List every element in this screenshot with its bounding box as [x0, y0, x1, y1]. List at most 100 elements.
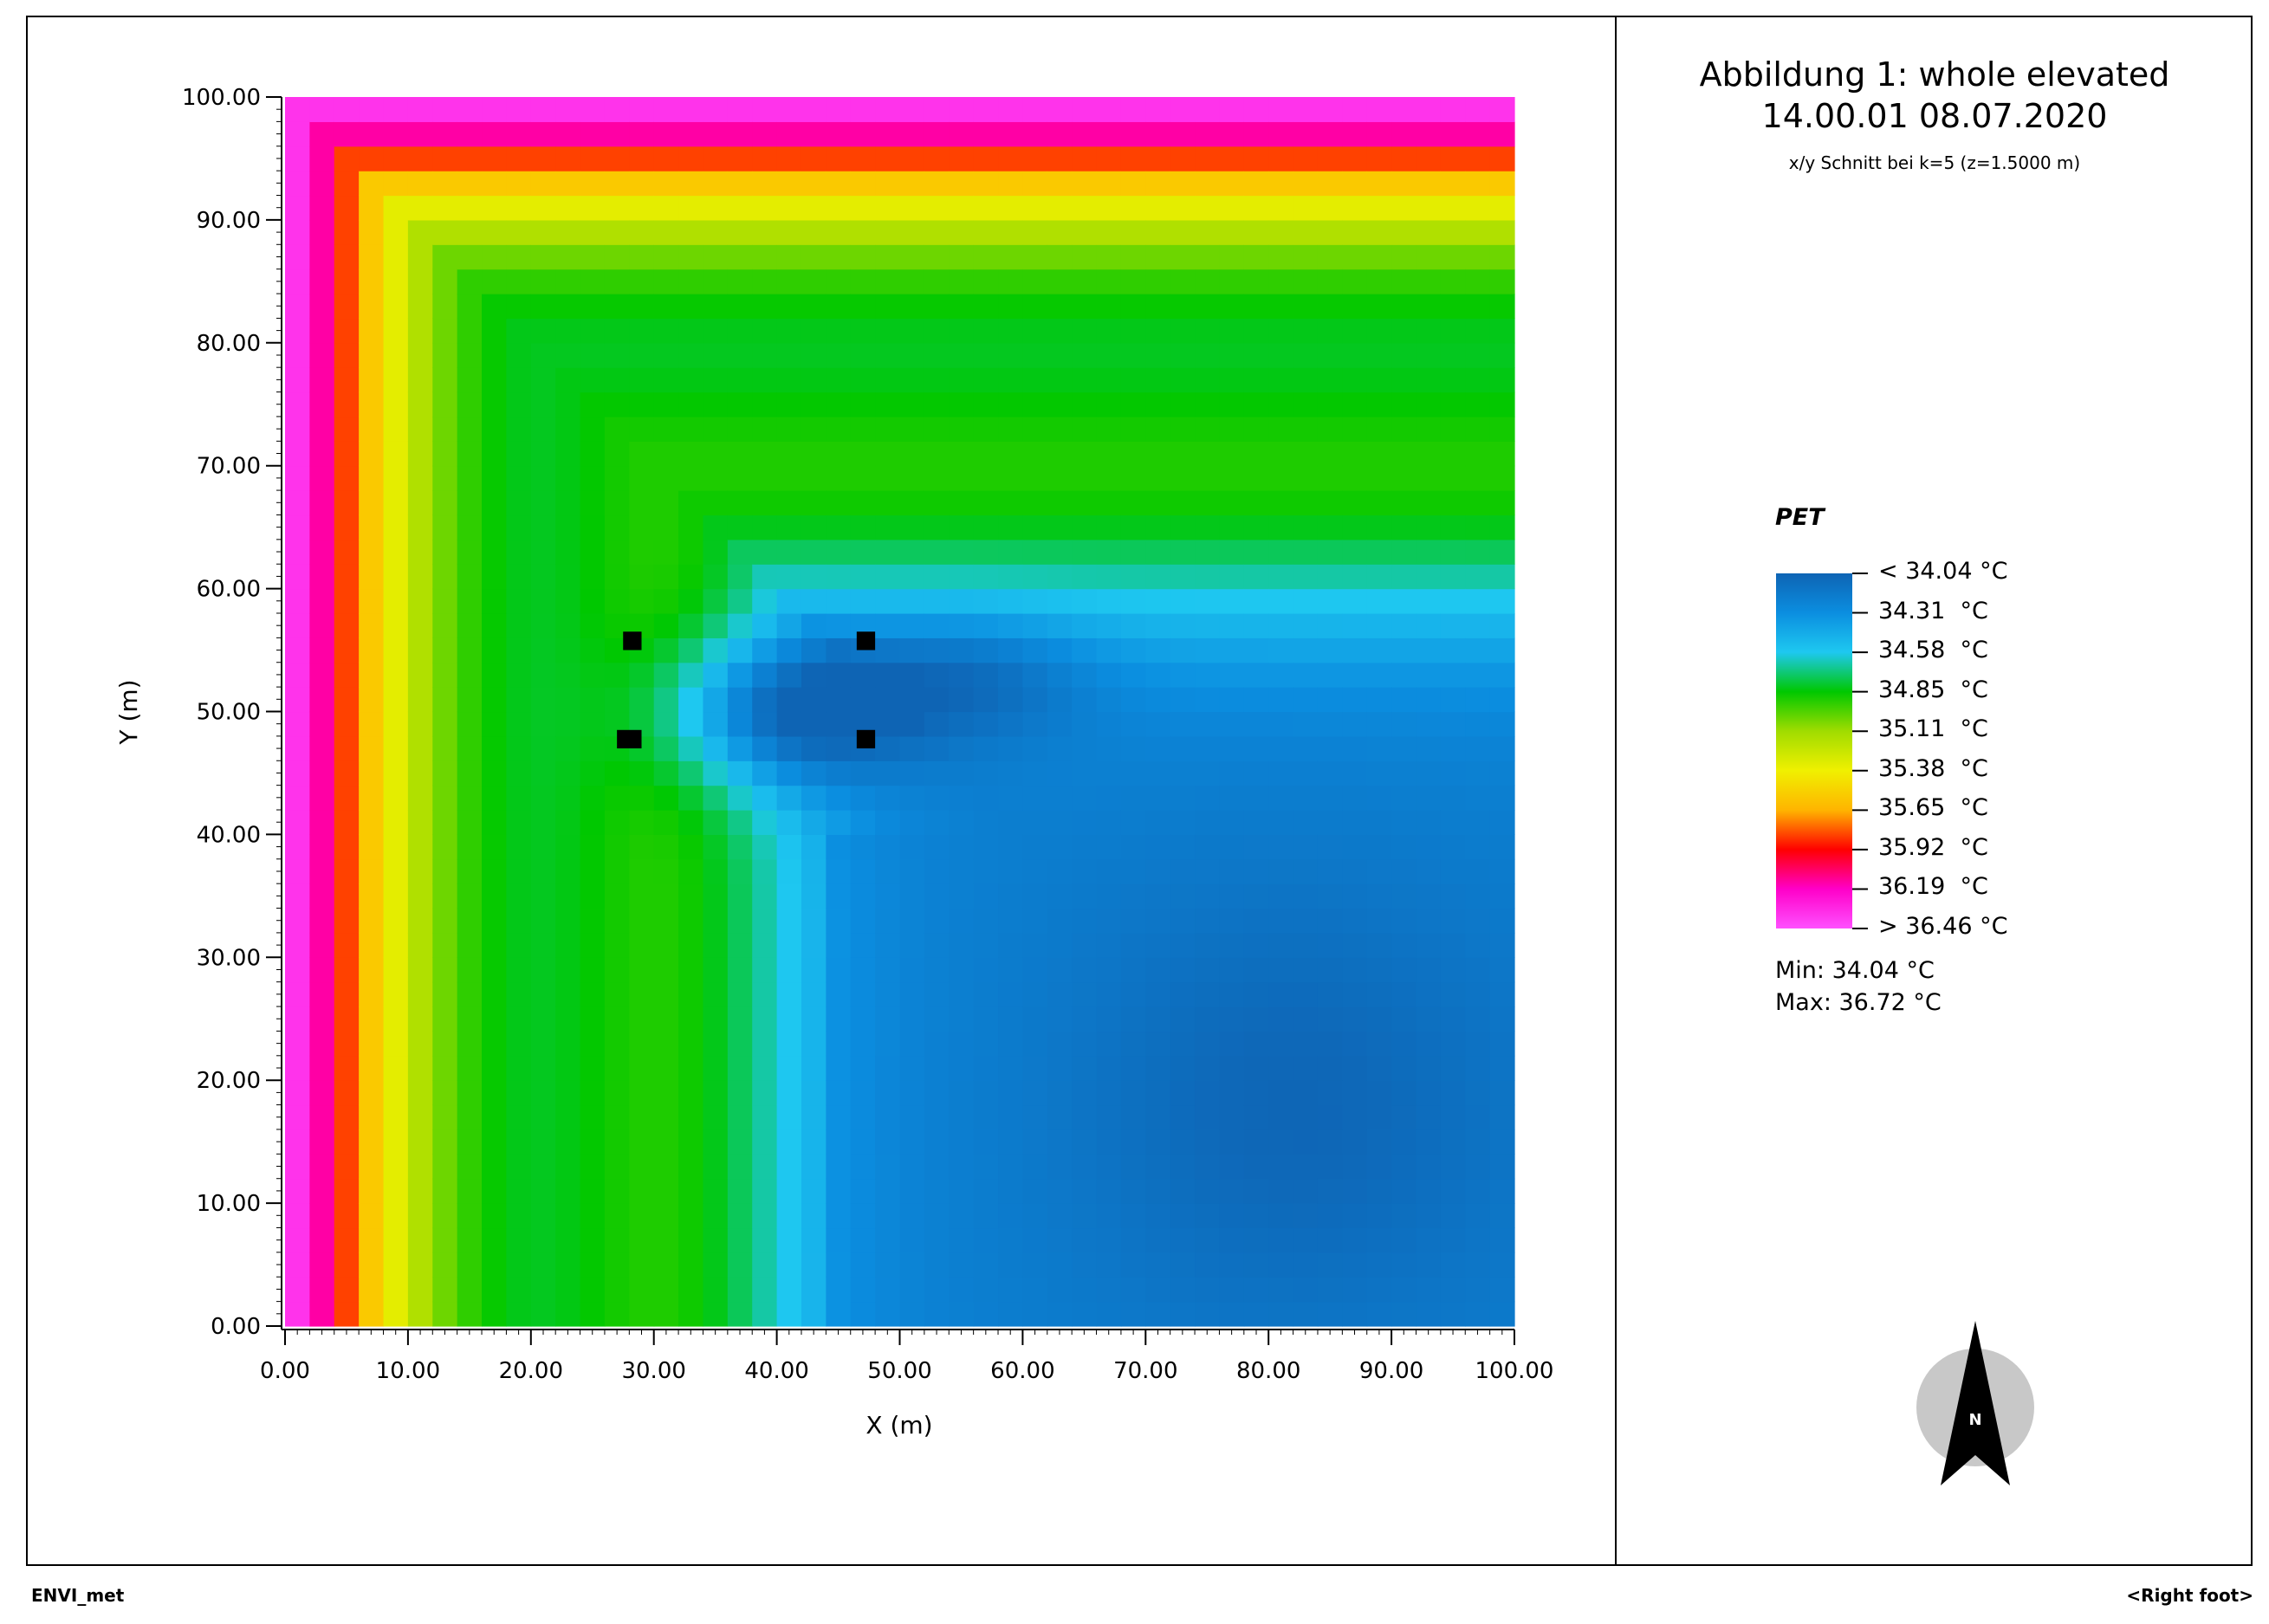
heatmap-cell	[580, 1227, 606, 1253]
heatmap-cell	[482, 269, 508, 294]
heatmap-cell	[1416, 490, 1442, 516]
heatmap-cell	[1366, 1203, 1392, 1229]
heatmap-cell	[1195, 637, 1221, 663]
heatmap-cell	[1047, 612, 1073, 638]
heatmap-cell	[924, 244, 950, 270]
heatmap-cell	[1072, 981, 1098, 1007]
heatmap-cell	[1391, 465, 1417, 491]
heatmap-cell	[506, 760, 532, 786]
heatmap-cell	[1243, 1227, 1269, 1253]
heatmap-cell	[752, 711, 778, 737]
heatmap-cell	[1342, 391, 1368, 417]
heatmap-cell	[482, 1080, 508, 1106]
heatmap-cell	[1489, 564, 1515, 590]
heatmap-cell	[1243, 760, 1269, 786]
heatmap-cell	[752, 1227, 778, 1253]
heatmap-cell	[1145, 1252, 1171, 1278]
heatmap-cell	[801, 932, 827, 958]
heatmap-cell	[973, 1203, 999, 1229]
heatmap-cell	[899, 637, 925, 663]
heatmap-cell	[1072, 244, 1098, 270]
heatmap-cell	[752, 612, 778, 638]
heatmap-cell	[949, 490, 975, 516]
heatmap-cell	[1416, 662, 1442, 688]
heatmap-cell	[1145, 612, 1171, 638]
heatmap-cell	[1120, 318, 1146, 344]
heatmap-cell	[629, 908, 655, 934]
heatmap-cell	[826, 1104, 852, 1130]
heatmap-cell	[752, 1104, 778, 1130]
heatmap-cell	[555, 97, 581, 122]
heatmap-cell	[1120, 441, 1146, 467]
heatmap-cell	[506, 97, 532, 122]
heatmap-cell	[604, 908, 630, 934]
heatmap-cell	[1489, 858, 1515, 884]
heatmap-cell	[1342, 834, 1368, 860]
heatmap-cell	[826, 883, 852, 909]
heatmap-cell	[1047, 588, 1073, 614]
heatmap-cell	[383, 244, 409, 270]
heatmap-cell	[653, 588, 679, 614]
heatmap-cell	[1391, 146, 1417, 171]
heatmap-cell	[482, 1301, 508, 1327]
heatmap-cell	[1293, 932, 1319, 958]
heatmap-cell	[973, 662, 999, 688]
heatmap-cell	[285, 269, 310, 294]
x-tick-label: 30.00	[621, 1358, 685, 1384]
heatmap-cell	[1195, 1080, 1221, 1106]
heatmap-cell	[1440, 195, 1466, 221]
heatmap-cell	[998, 711, 1023, 737]
heatmap-cell	[1317, 195, 1343, 221]
heatmap-cell	[899, 810, 925, 835]
heatmap-cell	[850, 342, 876, 368]
heatmap-cell	[1465, 97, 1491, 122]
heatmap-cell	[580, 195, 606, 221]
heatmap-cell	[1366, 171, 1392, 197]
heatmap-cell	[1391, 564, 1417, 590]
colorbar-label: 36.19 °C	[1878, 873, 1988, 901]
heatmap-cell	[482, 637, 508, 663]
heatmap-cell	[506, 1080, 532, 1106]
heatmap-cell	[1145, 121, 1171, 147]
heatmap-cell	[1440, 97, 1466, 122]
heatmap-cell	[604, 1227, 630, 1253]
heatmap-cell	[678, 612, 704, 638]
heatmap-cell	[752, 146, 778, 171]
heatmap-cell	[334, 1055, 360, 1081]
heatmap-cell	[1268, 612, 1294, 638]
heatmap-cell	[482, 1104, 508, 1130]
heatmap-cell	[1366, 514, 1392, 540]
heatmap-cell	[1416, 171, 1442, 197]
heatmap-cell	[1170, 1006, 1196, 1032]
heatmap-cell	[1072, 908, 1098, 934]
heatmap-cell	[1047, 1031, 1073, 1057]
heatmap-cell	[334, 834, 360, 860]
heatmap-cell	[875, 121, 901, 147]
heatmap-cell	[1416, 1080, 1442, 1106]
heatmap-cell	[1293, 1178, 1319, 1204]
heatmap-cell	[1170, 1055, 1196, 1081]
heatmap-cell	[432, 1129, 458, 1155]
heatmap-cell	[1022, 219, 1048, 245]
heatmap-cell	[899, 318, 925, 344]
heatmap-cell	[383, 908, 409, 934]
heatmap-cell	[653, 785, 679, 811]
heatmap-cell	[776, 539, 802, 565]
heatmap-cell	[1268, 564, 1294, 590]
heatmap-cell	[482, 171, 508, 197]
heatmap-cell	[1440, 1031, 1466, 1057]
heatmap-cell	[653, 810, 679, 835]
heatmap-cell	[1465, 711, 1491, 737]
heatmap-cell	[924, 514, 950, 540]
heatmap-cell	[309, 883, 335, 909]
heatmap-cell	[1170, 367, 1196, 393]
heatmap-cell	[776, 1203, 802, 1229]
y-tick-label: 30.00	[197, 945, 261, 971]
heatmap-cell	[457, 1104, 483, 1130]
heatmap-cell	[1120, 810, 1146, 835]
heatmap-cell	[1047, 687, 1073, 713]
heatmap-cell	[457, 932, 483, 958]
heatmap-cell	[1317, 1129, 1343, 1155]
heatmap-cell	[1120, 637, 1146, 663]
heatmap-cell	[285, 514, 310, 540]
